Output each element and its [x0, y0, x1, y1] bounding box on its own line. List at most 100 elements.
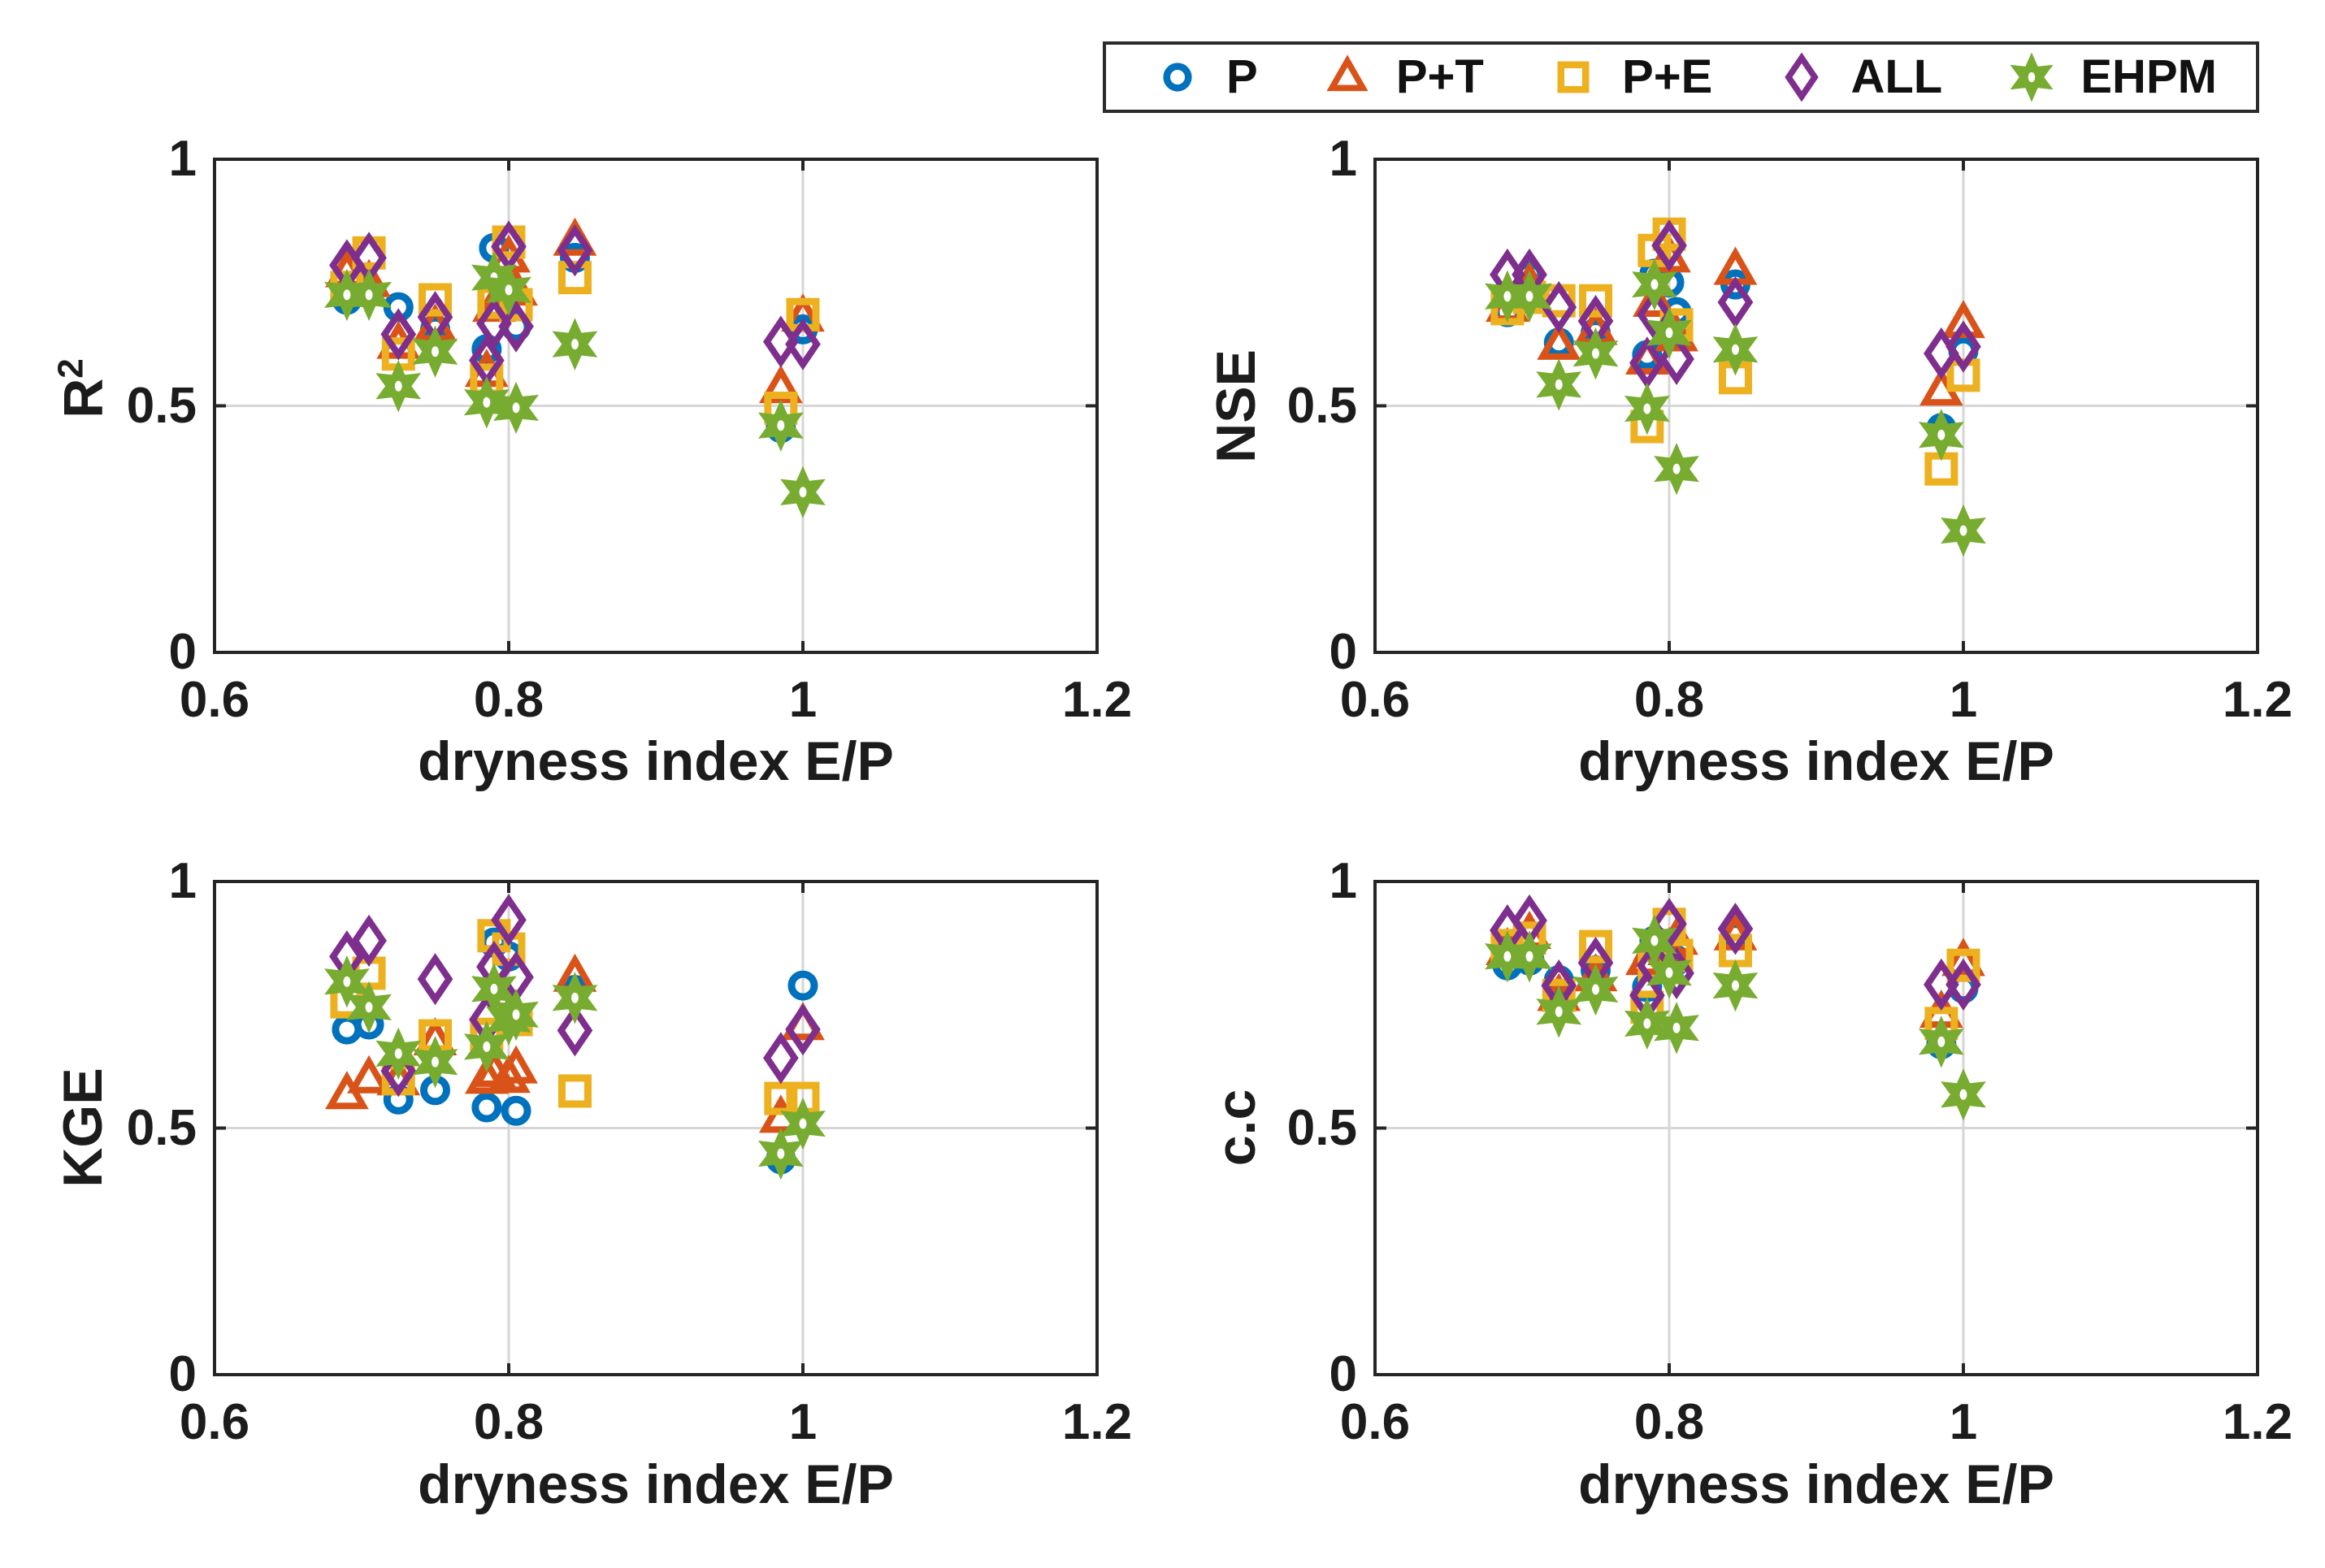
scatter-marker	[1654, 1002, 1699, 1055]
scatter-marker	[375, 1027, 422, 1081]
legend-label: EHPM	[2080, 50, 2217, 103]
x-tick-label: 1	[788, 672, 818, 728]
scatter-marker	[780, 1097, 826, 1150]
x-tick-label: 1.2	[1061, 1394, 1133, 1450]
legend-entry-pe: P+E	[1549, 53, 1712, 102]
legend: P P+T P+E ALL EHPM	[1103, 41, 2259, 113]
y-tick-label: 0	[1329, 1346, 1357, 1402]
scatter-marker	[1579, 929, 1612, 964]
scatter-marker	[1651, 219, 1687, 272]
scatter-marker	[412, 1035, 458, 1089]
scatter-marker	[471, 1092, 502, 1123]
series-ehpm	[324, 955, 826, 1180]
subplot-r	[213, 158, 1099, 654]
scatter-marker	[498, 300, 534, 353]
xlabel-1: dryness index E/P	[418, 730, 894, 792]
scatter-marker	[557, 1074, 592, 1108]
scatter-marker	[491, 894, 527, 946]
y-tick-label: 1	[1329, 131, 1357, 187]
tick-marks	[213, 880, 1099, 1376]
scatter-marker	[1624, 382, 1670, 435]
scatter-marker	[1717, 275, 1754, 329]
scatter-marker	[1507, 930, 1552, 983]
scatter-marker	[476, 297, 512, 350]
scatter-marker	[1941, 1068, 1986, 1121]
scatter-marker	[1507, 270, 1552, 323]
scatter-marker	[1646, 306, 1692, 359]
scatter-marker	[557, 261, 592, 295]
scatter-marker	[1945, 958, 1981, 1011]
scatter-marker	[1646, 946, 1692, 999]
scatter-marker	[1632, 258, 1677, 311]
y-tick-label: 0.5	[126, 1099, 197, 1156]
scatter-marker	[1918, 1016, 1964, 1068]
ylabel-r2: R2	[50, 358, 115, 418]
subplot-kge	[213, 880, 1099, 1376]
y-tick-label: 0.5	[1286, 1099, 1357, 1156]
x-tick-label: 1.2	[2222, 672, 2293, 728]
x-tick-label: 0.8	[1633, 672, 1705, 728]
tick-marks	[1373, 880, 2259, 1376]
x-tick-label: 0.6	[179, 1394, 250, 1450]
scatter-marker	[1637, 939, 1672, 992]
scatter-marker	[463, 376, 510, 429]
square-icon	[1557, 61, 1590, 93]
scatter-marker	[486, 263, 531, 317]
scatter-marker	[1946, 948, 1980, 982]
scatter-marker	[1541, 280, 1577, 334]
ylabel-r2-sup: 2	[50, 358, 91, 379]
scatter-marker	[1624, 997, 1670, 1050]
scatter-marker	[1941, 938, 1985, 977]
scatter-marker	[1536, 358, 1582, 411]
y-tick-label: 1	[1329, 853, 1357, 909]
series-ehpm	[1485, 258, 1986, 557]
x-tick-label: 1.2	[2222, 1394, 2293, 1450]
legend-entry-ehpm: EHPM	[2007, 53, 2217, 102]
scatter-marker	[1579, 284, 1612, 318]
legend-label: P	[1226, 50, 1258, 103]
scatter-marker	[780, 466, 826, 518]
xlabel-2: dryness index E/P	[1578, 730, 2054, 792]
y-tick-label: 0	[168, 624, 197, 680]
scatter-marker	[1637, 288, 1672, 341]
scatter-marker	[785, 318, 821, 370]
scatter-marker	[417, 953, 453, 1006]
scatter-marker	[346, 268, 392, 322]
x-tick-label: 1	[788, 1394, 818, 1450]
xlabel-4: dryness index E/P	[1578, 1453, 2054, 1515]
y-tick-label: 0.5	[126, 377, 197, 434]
scatter-marker	[785, 1003, 821, 1056]
legend-label: P+T	[1395, 50, 1484, 103]
hexagram-icon	[2010, 53, 2054, 102]
gridlines	[1375, 159, 2258, 652]
x-tick-label: 0.6	[179, 672, 250, 728]
legend-label: ALL	[1850, 50, 1943, 103]
ylabel-cc: c.c	[1205, 1089, 1267, 1167]
y-tick-label: 0.5	[1286, 377, 1357, 434]
triangle-icon	[1326, 54, 1369, 92]
scatter-marker	[763, 315, 799, 368]
x-tick-label: 1	[1949, 672, 1978, 728]
scatter-marker	[351, 914, 387, 967]
scatter-marker	[1633, 278, 1677, 318]
scatter-marker	[1712, 323, 1759, 376]
scatter-marker	[412, 325, 458, 378]
scatter-marker	[1717, 903, 1754, 955]
x-tick-label: 0.8	[1633, 1394, 1705, 1450]
tick-marks	[213, 158, 1099, 654]
x-tick-label: 0.8	[473, 1394, 544, 1450]
scatter-marker	[493, 988, 539, 1042]
series-ehpm	[1485, 914, 1986, 1121]
scatter-marker	[552, 318, 598, 370]
scatter-marker	[501, 1095, 531, 1126]
subplot-nse	[1373, 158, 2259, 654]
scatter-marker	[557, 1004, 593, 1057]
scatter-marker	[764, 1081, 798, 1115]
scatter-marker	[1918, 409, 1964, 461]
circle-icon	[1163, 63, 1192, 92]
scatter-marker	[419, 283, 452, 317]
scatter-marker	[1572, 327, 1619, 380]
scatter-marker	[1537, 321, 1581, 360]
scatter-marker	[1941, 300, 1985, 339]
